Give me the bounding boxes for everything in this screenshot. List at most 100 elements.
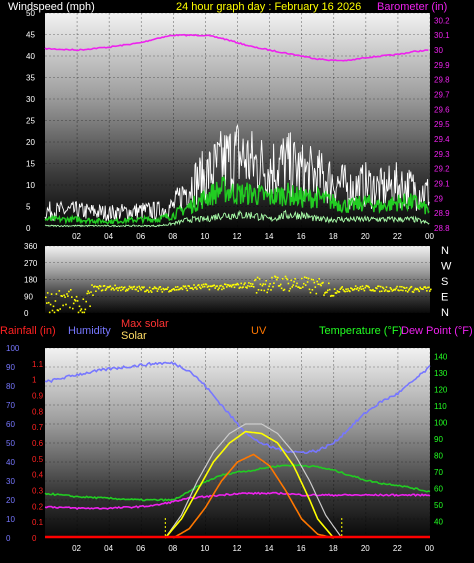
- direction-point: [200, 284, 203, 286]
- direction-point: [321, 282, 323, 285]
- direction-point: [248, 282, 250, 284]
- direction-point: [312, 279, 315, 281]
- direction-point: [385, 286, 388, 288]
- direction-point: [136, 286, 138, 289]
- direction-point: [317, 283, 319, 285]
- direction-point: [175, 289, 178, 291]
- temperature-y-tick: 110: [434, 402, 447, 411]
- direction-point: [239, 286, 241, 289]
- direction-point: [268, 285, 270, 288]
- direction-point: [422, 288, 424, 290]
- direction-point: [369, 289, 371, 291]
- rainfall-y-tick: 0.5: [32, 455, 44, 464]
- direction-point: [116, 287, 118, 289]
- direction-point: [121, 286, 123, 288]
- direction-point: [371, 289, 373, 292]
- direction-point: [277, 285, 280, 287]
- direction-point: [399, 285, 401, 288]
- direction-point: [122, 288, 124, 291]
- direction-point: [355, 288, 358, 290]
- direction-point: [177, 288, 180, 291]
- direction-point: [302, 286, 304, 288]
- barometer-line: [44, 33, 429, 62]
- direction-point: [77, 311, 80, 314]
- direction-point: [212, 284, 215, 287]
- direction-point: [221, 288, 223, 291]
- direction-point: [48, 311, 51, 314]
- direction-point: [123, 286, 126, 288]
- direction-point: [270, 289, 272, 291]
- direction-point: [255, 292, 258, 294]
- direction-point: [391, 290, 394, 292]
- direction-point: [316, 280, 318, 283]
- direction-point: [225, 283, 227, 286]
- direction-point: [46, 292, 49, 294]
- direction-point: [407, 289, 410, 291]
- direction-point: [47, 301, 50, 304]
- barometer-y-tick: 29.5: [434, 120, 450, 129]
- direction-point: [417, 288, 420, 291]
- direction-point: [410, 285, 413, 288]
- direction-point: [256, 276, 259, 279]
- direction-point: [218, 287, 220, 289]
- direction-point: [160, 288, 163, 291]
- direction-point: [349, 290, 351, 293]
- direction-point: [408, 287, 411, 290]
- chart-title: 24 hour graph day : February 16 2026: [176, 1, 361, 13]
- direction-point: [361, 285, 364, 287]
- direction-point: [246, 287, 248, 289]
- direction-point: [318, 278, 320, 280]
- direction-point: [115, 287, 117, 290]
- direction-point: [197, 284, 199, 287]
- direction-point: [298, 286, 300, 288]
- direction-y-tick: 90: [24, 292, 33, 301]
- direction-point: [325, 291, 327, 294]
- direction-point: [373, 290, 375, 292]
- direction-point: [181, 288, 184, 291]
- direction-point: [339, 288, 342, 290]
- direction-point: [264, 283, 267, 286]
- direction-point: [145, 290, 147, 293]
- direction-point: [99, 285, 102, 288]
- direction-point: [242, 286, 244, 288]
- direction-point: [414, 287, 417, 290]
- multi-x-tick: 02: [72, 544, 81, 553]
- direction-point: [49, 303, 52, 306]
- direction-point: [389, 287, 392, 289]
- direction-point: [304, 284, 307, 286]
- direction-point: [208, 288, 211, 291]
- direction-point: [346, 290, 348, 293]
- multi-x-tick: 18: [329, 544, 338, 553]
- direction-point: [281, 278, 284, 280]
- direction-point: [119, 286, 121, 289]
- direction-point: [308, 288, 311, 291]
- direction-point: [423, 286, 425, 288]
- direction-point: [276, 278, 278, 281]
- direction-point: [427, 286, 429, 289]
- direction-point: [396, 285, 398, 288]
- direction-point: [180, 287, 183, 289]
- legend-dew-point: Dew Point (°F): [401, 325, 473, 337]
- direction-point: [139, 287, 141, 290]
- wind-y-tick: 40: [26, 52, 35, 61]
- direction-point: [57, 309, 60, 312]
- direction-point: [73, 299, 76, 301]
- direction-point: [75, 295, 78, 298]
- direction-point: [74, 300, 77, 302]
- direction-point: [169, 289, 171, 292]
- wind-x-tick: 04: [104, 232, 113, 241]
- series-line: [164, 423, 343, 539]
- direction-point: [214, 287, 216, 289]
- direction-point: [120, 289, 122, 292]
- direction-point: [411, 290, 414, 293]
- direction-point: [354, 285, 357, 287]
- direction-point: [380, 290, 383, 292]
- direction-point: [165, 288, 167, 290]
- direction-point: [133, 285, 136, 288]
- wind-y-tick: 0: [26, 224, 31, 233]
- rainfall-y-tick: 0.8: [32, 407, 44, 416]
- multi-x-tick: 22: [393, 544, 402, 553]
- direction-point: [106, 286, 109, 288]
- direction-point: [111, 287, 113, 289]
- direction-point: [80, 308, 83, 310]
